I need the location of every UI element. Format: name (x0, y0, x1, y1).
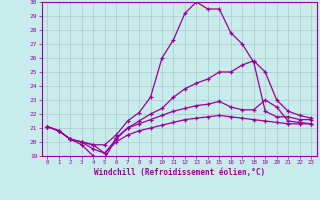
X-axis label: Windchill (Refroidissement éolien,°C): Windchill (Refroidissement éolien,°C) (94, 168, 265, 177)
